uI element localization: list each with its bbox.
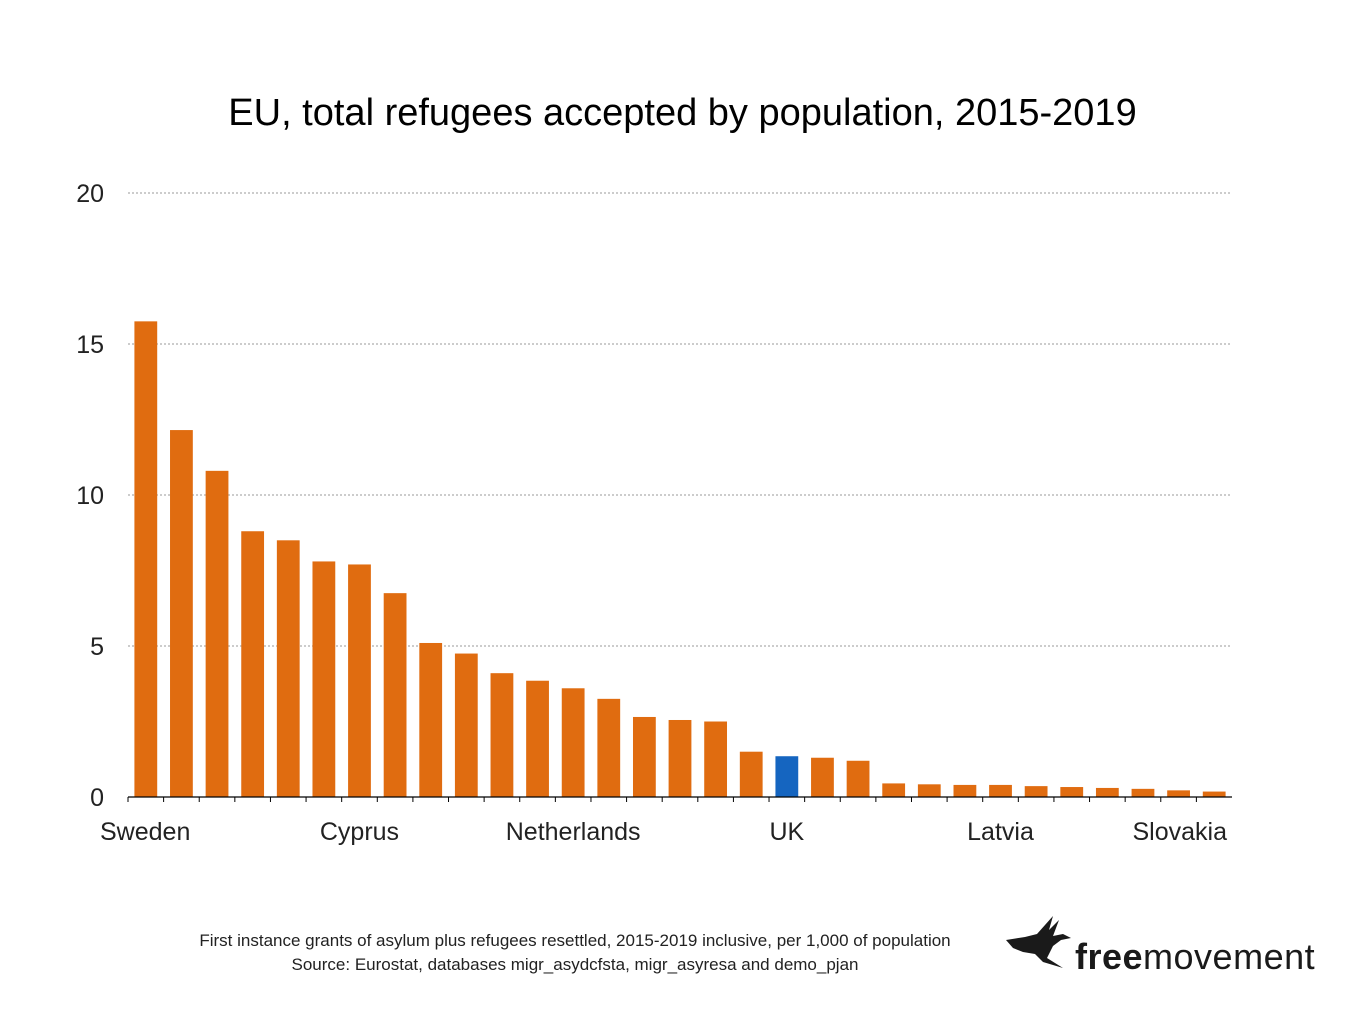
bar <box>134 321 158 797</box>
chart-title: EU, total refugees accepted by populatio… <box>228 92 1137 134</box>
bar <box>276 540 300 797</box>
y-tick-label: 5 <box>90 633 104 661</box>
bar <box>739 751 763 797</box>
bar <box>205 470 229 797</box>
x-tick-label: Netherlands <box>506 818 641 846</box>
bar <box>526 680 549 797</box>
bar <box>383 593 407 797</box>
caption-description: First instance grants of asylum plus ref… <box>199 931 951 950</box>
bar <box>882 783 906 797</box>
bars <box>134 321 1226 797</box>
x-tick-label: Slovakia <box>1133 818 1228 846</box>
x-tick-label: Latvia <box>967 818 1034 846</box>
bar-highlighted <box>775 756 799 797</box>
x-tick-label: Sweden <box>100 818 190 846</box>
y-axis-ticks: 0 5 10 15 20 <box>76 180 104 812</box>
bar <box>241 531 265 797</box>
bar <box>1202 791 1226 797</box>
bar <box>846 760 870 797</box>
bar <box>632 716 656 797</box>
bar <box>312 561 336 797</box>
y-tick-label: 15 <box>76 331 104 359</box>
logo-text-light: movement <box>1143 936 1316 977</box>
bar <box>953 784 977 797</box>
bar <box>348 564 371 797</box>
x-tick-label: UK <box>769 818 804 846</box>
bar <box>419 642 443 797</box>
bar <box>704 721 728 797</box>
x-axis-ticks: Sweden Cyprus Netherlands UK Latvia Slovakia <box>100 797 1227 846</box>
bar <box>1060 787 1084 797</box>
bar <box>917 784 941 797</box>
bar <box>989 784 1012 797</box>
x-tick-label: Cyprus <box>320 818 399 846</box>
y-tick-label: 0 <box>90 784 104 812</box>
bar <box>1024 786 1048 797</box>
gridlines <box>128 192 1232 647</box>
bar <box>561 688 585 797</box>
bird-icon <box>1006 916 1071 968</box>
freemovement-logo: freemovement <box>1003 912 1333 982</box>
bar <box>597 698 621 797</box>
bar <box>454 653 478 797</box>
bar <box>1131 788 1155 797</box>
bar <box>490 673 514 797</box>
caption-source: Source: Eurostat, databases migr_asydcfs… <box>291 955 859 974</box>
y-tick-label: 20 <box>76 180 104 208</box>
y-tick-label: 10 <box>76 482 104 510</box>
bar <box>170 430 193 797</box>
bar <box>1095 787 1119 797</box>
bar-chart: 0 5 10 15 20 Sweden Cyprus Netherlands UK Latvia… <box>76 180 1232 846</box>
bar <box>668 719 692 797</box>
logo-text-bold: free <box>1075 936 1144 977</box>
bar <box>811 757 834 797</box>
bar <box>1167 790 1190 797</box>
